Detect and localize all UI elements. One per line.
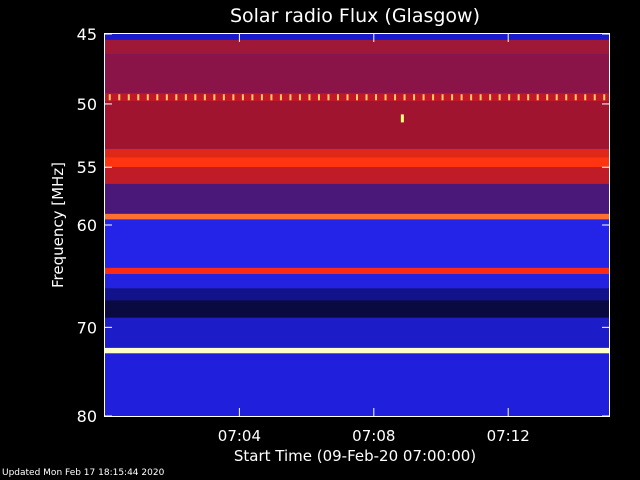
frequency-band [105, 347, 609, 354]
frequency-band [105, 219, 609, 268]
frequency-band [105, 317, 609, 348]
periodic-burst-mark [308, 94, 311, 101]
periodic-burst-mark [574, 94, 577, 101]
frequency-band [105, 54, 609, 94]
x-axis-label: Start Time (09-Feb-20 07:00:00) [234, 447, 476, 465]
y-tick-label: 70 [77, 318, 97, 337]
periodic-burst-mark [118, 94, 121, 101]
periodic-burst-mark [260, 94, 263, 101]
frequency-band [105, 34, 609, 40]
periodic-burst-mark [108, 94, 111, 101]
periodic-burst-mark [432, 94, 435, 101]
periodic-burst-mark [146, 94, 149, 101]
periodic-burst-mark [479, 94, 482, 101]
periodic-burst-mark [156, 94, 159, 101]
periodic-burst-mark [175, 94, 178, 101]
frequency-band [105, 157, 609, 168]
y-tick-label: 60 [77, 216, 97, 235]
x-tick-label: 07:04 [218, 427, 261, 445]
periodic-burst-mark [365, 94, 368, 101]
frequency-band [105, 148, 609, 158]
periodic-burst-mark [346, 94, 349, 101]
periodic-burst-mark [270, 94, 273, 101]
periodic-burst-mark [127, 94, 130, 101]
frequency-band [105, 288, 609, 301]
frequency-band [105, 101, 609, 149]
spectrogram-heatmap [105, 34, 609, 416]
periodic-burst-mark [203, 94, 206, 101]
periodic-burst-mark [184, 94, 187, 101]
periodic-burst-mark [508, 94, 511, 101]
y-axis-label: Frequency [MHz] [49, 162, 67, 288]
periodic-burst-mark [375, 94, 378, 101]
periodic-burst-mark [460, 94, 463, 101]
periodic-burst-mark [394, 94, 397, 101]
x-axis-ticks: 07:04 07:08 07:12 [218, 34, 530, 445]
periodic-burst-mark [489, 94, 492, 101]
frequency-band [105, 353, 609, 416]
periodic-burst-mark [536, 94, 539, 101]
updated-timestamp: Updated Mon Feb 17 18:15:44 2020 [2, 468, 165, 478]
periodic-burst-mark [603, 94, 606, 101]
periodic-burst-mark [441, 94, 444, 101]
frequency-band [105, 267, 609, 275]
periodic-burst-mark [422, 94, 425, 101]
periodic-burst-mark [498, 94, 501, 101]
periodic-burst-mark [403, 94, 406, 101]
periodic-burst-mark [137, 94, 140, 101]
periodic-burst-mark [384, 94, 387, 101]
periodic-burst-mark [222, 94, 225, 101]
frequency-band [105, 167, 609, 184]
periodic-burst-mark [279, 94, 282, 101]
frequency-band [105, 39, 609, 55]
periodic-burst-mark [327, 94, 330, 101]
periodic-burst-mark [470, 94, 473, 101]
frequency-band [105, 183, 609, 214]
periodic-burst-mark [289, 94, 292, 101]
periodic-burst-mark [451, 94, 454, 101]
periodic-burst-mark [165, 94, 168, 101]
periodic-burst-mark [336, 94, 339, 101]
plot-frame [104, 33, 610, 417]
y-axis-ticks: 45 50 55 60 70 80 [77, 25, 609, 426]
frequency-band [105, 300, 609, 318]
periodic-burst-mark [565, 94, 568, 101]
frequency-band [105, 274, 609, 289]
periodic-burst-mark [546, 94, 549, 101]
periodic-burst-mark [232, 94, 235, 101]
periodic-burst-mark [298, 94, 301, 101]
y-tick-label: 80 [77, 407, 97, 426]
x-tick-label: 07:12 [487, 427, 530, 445]
chart-title: Solar radio Flux (Glasgow) [230, 5, 480, 27]
periodic-burst-mark [555, 94, 558, 101]
radio-burst-mark [400, 114, 404, 123]
burst-annotations [108, 94, 606, 123]
periodic-burst-mark [251, 94, 254, 101]
periodic-burst-mark [527, 94, 530, 101]
y-tick-label: 45 [77, 25, 97, 44]
frequency-band [105, 213, 609, 220]
periodic-burst-mark [213, 94, 216, 101]
y-tick-label: 55 [77, 158, 97, 177]
periodic-burst-mark [241, 94, 244, 101]
periodic-burst-mark [593, 94, 596, 101]
periodic-burst-mark [413, 94, 416, 101]
y-tick-label: 50 [77, 95, 97, 114]
periodic-burst-mark [517, 94, 520, 101]
periodic-burst-mark [317, 94, 320, 101]
periodic-burst-mark [584, 94, 587, 101]
periodic-burst-mark [356, 94, 358, 101]
x-tick-label: 07:08 [352, 427, 395, 445]
periodic-burst-mark [194, 94, 197, 101]
